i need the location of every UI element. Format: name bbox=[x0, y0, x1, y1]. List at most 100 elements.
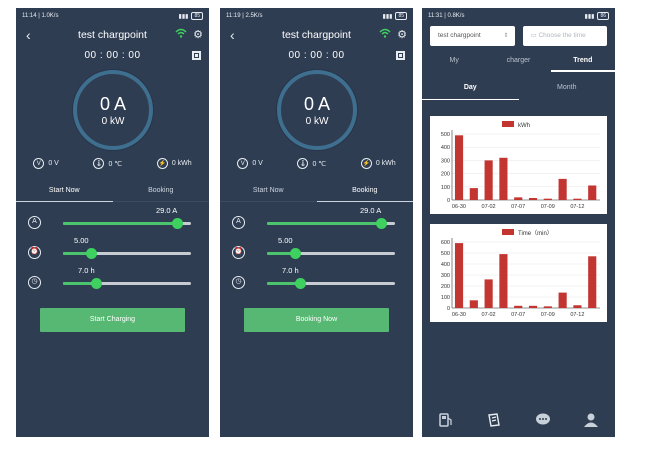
trend-doc-icon[interactable] bbox=[486, 412, 502, 428]
bar bbox=[484, 160, 493, 200]
bar bbox=[588, 256, 597, 308]
x-tick-label: 07-02 bbox=[482, 312, 496, 318]
start-time-slider[interactable] bbox=[267, 248, 395, 259]
charge-gauge: 0 A 0 kW bbox=[73, 70, 153, 150]
tab-start-now[interactable]: Start Now bbox=[220, 182, 317, 202]
signal-icon: ▮▮▮ bbox=[382, 13, 393, 20]
temperature-icon: 🌡 bbox=[297, 158, 309, 169]
chat-icon[interactable] bbox=[535, 412, 551, 428]
bar bbox=[573, 305, 582, 308]
y-tick-label: 0 bbox=[447, 198, 450, 204]
signal-icon: ▮▮▮ bbox=[584, 13, 595, 20]
bar bbox=[543, 306, 552, 308]
gear-icon[interactable]: ⚙ bbox=[193, 29, 203, 41]
y-tick-label: 400 bbox=[441, 145, 450, 151]
profile-icon[interactable] bbox=[583, 412, 599, 428]
start-charging-button[interactable]: Start Charging bbox=[40, 308, 185, 332]
tab-month[interactable]: Month bbox=[557, 84, 577, 91]
back-icon[interactable]: ‹ bbox=[230, 27, 235, 43]
temperature-value: 0 ℃ bbox=[108, 160, 123, 168]
bar bbox=[514, 305, 523, 308]
duration-slider-knob[interactable] bbox=[91, 278, 103, 289]
temperature-value: 0 ℃ bbox=[312, 160, 327, 168]
bar bbox=[514, 197, 523, 200]
duration-slider[interactable] bbox=[267, 278, 395, 289]
tab-my[interactable]: My bbox=[449, 57, 459, 64]
tab-booking[interactable]: Booking bbox=[316, 182, 413, 202]
charge-timer: 00 : 00 : 00 bbox=[84, 50, 141, 61]
x-tick-label: 06-30 bbox=[452, 204, 466, 210]
voltage-value: 0 V bbox=[48, 160, 59, 167]
legend-label: Time（min） bbox=[518, 230, 553, 237]
y-tick-label: 0 bbox=[447, 306, 450, 312]
y-tick-label: 100 bbox=[441, 295, 450, 301]
energy-icon: ⚡ bbox=[156, 158, 168, 169]
status-time: 11:14 | 1.0K/s bbox=[22, 13, 59, 19]
y-tick-label: 100 bbox=[441, 185, 450, 191]
current-limit-value: 29.0 A bbox=[360, 206, 382, 215]
tab-day[interactable]: Day bbox=[422, 78, 519, 100]
bar bbox=[558, 178, 567, 200]
bar bbox=[573, 198, 582, 200]
x-tick-label: 07-12 bbox=[570, 204, 584, 210]
current-readout: 0 A bbox=[303, 93, 331, 114]
bar bbox=[454, 243, 464, 308]
x-tick-label: 07-09 bbox=[541, 204, 555, 210]
charger-select-value: test chargpoint bbox=[438, 32, 481, 39]
tab-trend[interactable]: Trend bbox=[550, 52, 615, 72]
alarm-clock-icon: ⏰ bbox=[28, 246, 41, 259]
bar bbox=[528, 198, 538, 200]
time-select[interactable]: ▭ Choose the time bbox=[522, 26, 607, 46]
booking-now-button[interactable]: Booking Now bbox=[244, 308, 389, 332]
current-slider-knob[interactable] bbox=[375, 218, 387, 229]
qr-code-icon[interactable] bbox=[192, 51, 201, 60]
clock-icon: ◷ bbox=[232, 276, 245, 289]
x-tick-label: 06-30 bbox=[452, 312, 466, 318]
time-bar-chart: Time（min） 0 100 200 300 400 500 600 06-30 07-02 07… bbox=[441, 229, 600, 318]
y-tick-label: 200 bbox=[441, 172, 450, 178]
start-time-slider[interactable] bbox=[63, 248, 191, 259]
voltage-value: 0 V bbox=[252, 160, 263, 167]
current-slider-knob[interactable] bbox=[171, 218, 183, 229]
voltage-icon: V bbox=[237, 158, 249, 169]
charging-station-icon[interactable] bbox=[438, 412, 454, 428]
duration-value: 7.0 h bbox=[282, 266, 299, 275]
tab-booking[interactable]: Booking bbox=[112, 182, 209, 202]
bar bbox=[469, 300, 478, 308]
qr-code-icon[interactable] bbox=[396, 51, 405, 60]
bar bbox=[484, 279, 493, 308]
back-icon[interactable]: ‹ bbox=[26, 27, 31, 43]
bar bbox=[558, 292, 567, 308]
charger-select[interactable]: test chargpoint ⇕ bbox=[430, 26, 515, 46]
tab-start-now[interactable]: Start Now bbox=[16, 182, 113, 202]
current-slider[interactable] bbox=[63, 218, 191, 229]
phone-screen-booking: 11:19 | 2.5K/s ▮▮▮ 85 ‹ test chargpoint ⚙… bbox=[220, 8, 413, 437]
x-tick-label: 07-07 bbox=[511, 312, 525, 318]
clock-icon: ◷ bbox=[28, 276, 41, 289]
duration-slider[interactable] bbox=[63, 278, 191, 289]
y-tick-label: 200 bbox=[441, 284, 450, 290]
gear-icon[interactable]: ⚙ bbox=[397, 29, 407, 41]
duration-slider-knob[interactable] bbox=[295, 278, 307, 289]
bottom-nav bbox=[422, 403, 615, 437]
power-readout: 0 kW bbox=[305, 115, 329, 127]
energy-value: 0 kWh bbox=[375, 160, 396, 167]
status-bar: 11:19 | 2.5K/s ▮▮▮ 85 bbox=[220, 8, 413, 24]
tab-charger[interactable]: charger bbox=[506, 57, 531, 64]
energy-bar-chart: kWh 0 100 200 300 400 500 06-30 07-02 07-07 07-09 0… bbox=[441, 121, 600, 210]
start-time-slider-knob[interactable] bbox=[86, 248, 98, 259]
x-tick-label: 07-07 bbox=[511, 204, 525, 210]
ampere-icon: A bbox=[28, 216, 41, 229]
signal-icon: ▮▮▮ bbox=[178, 13, 189, 20]
current-slider[interactable] bbox=[267, 218, 395, 229]
x-tick-label: 07-12 bbox=[570, 312, 584, 318]
bar bbox=[543, 198, 552, 200]
battery-icon: 85 bbox=[191, 12, 203, 20]
bar bbox=[528, 305, 538, 308]
battery-icon: 85 bbox=[395, 12, 407, 20]
wifi-icon bbox=[175, 28, 187, 38]
start-time-slider-knob[interactable] bbox=[290, 248, 302, 259]
wifi-icon bbox=[379, 28, 391, 38]
power-readout: 0 kW bbox=[101, 115, 125, 127]
legend-swatch bbox=[502, 229, 514, 235]
